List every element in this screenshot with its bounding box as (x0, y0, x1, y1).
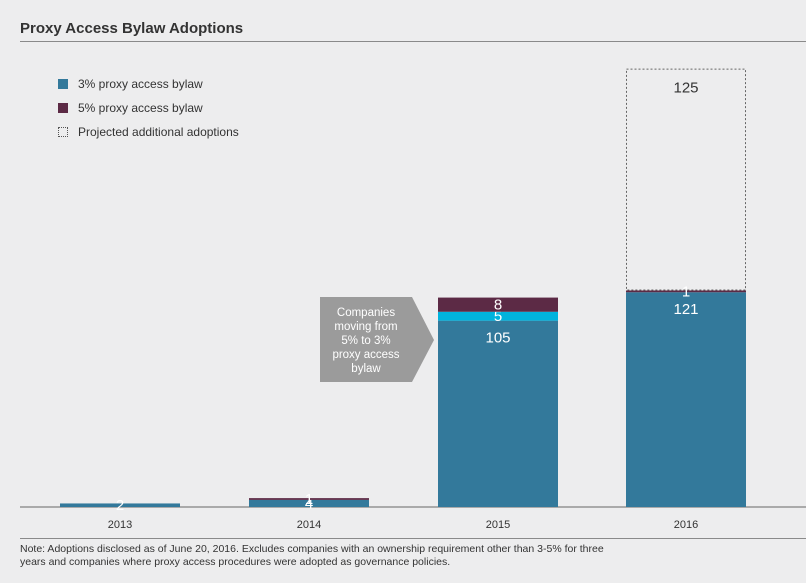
data-label-three_pct-2014: 4 (305, 495, 313, 512)
legend-swatch-5pct (58, 103, 68, 113)
callout-text-line: proxy access (332, 349, 399, 361)
bar-chart: 2201341201410558201512111252016Companies… (20, 68, 806, 531)
callout-text-line: 5% to 3% (341, 335, 390, 347)
chart-title: Proxy Access Bylaw Adoptions (20, 20, 244, 37)
x-tick-label-2016: 2016 (674, 519, 698, 531)
x-tick-label-2014: 2014 (297, 519, 321, 531)
x-tick-label-2013: 2013 (108, 519, 132, 531)
bar-moving-2015 (438, 311, 558, 321)
callout-text-line: Companies (337, 307, 395, 319)
data-label-three_pct-2016: 121 (673, 301, 698, 318)
chart-note: Note: Adoptions disclosed as of June 20,… (20, 543, 604, 568)
bar-five_pct-2015 (438, 297, 558, 312)
title-divider (20, 41, 806, 42)
legend-label-3pct: 3% proxy access bylaw (78, 77, 203, 91)
legend-swatch-projected (58, 127, 68, 137)
legend-label-projected: Projected additional adoptions (78, 125, 239, 139)
data-label-five_pct-2014: 1 (305, 491, 313, 508)
callout-text-line: bylaw (351, 363, 381, 375)
legend-item-projected: Projected additional adoptions (58, 120, 239, 144)
legend-swatch-3pct (58, 79, 68, 89)
legend-item-5pct: 5% proxy access bylaw (58, 96, 239, 120)
bar-three_pct-2015 (438, 320, 558, 507)
data-label-five_pct-2016: 1 (682, 283, 690, 300)
legend-label-5pct: 5% proxy access bylaw (78, 101, 203, 115)
bar-projected-2016 (626, 68, 746, 291)
legend: 3% proxy access bylaw 5% proxy access by… (58, 72, 239, 144)
bar-three_pct-2013 (60, 503, 180, 507)
data-label-projected-2016: 125 (673, 80, 698, 97)
callout-arrow (320, 297, 434, 382)
footer-divider (20, 538, 806, 539)
data-label-moving-2015: 5 (494, 308, 502, 325)
data-label-five_pct-2015: 8 (494, 297, 502, 314)
x-tick-label-2015: 2015 (486, 519, 510, 531)
bar-three_pct-2014 (249, 499, 369, 507)
data-label-three_pct-2013: 2 (116, 497, 124, 514)
bar-five_pct-2014 (249, 498, 369, 500)
bar-five_pct-2016 (626, 290, 746, 293)
legend-item-3pct: 3% proxy access bylaw (58, 72, 239, 96)
callout-text-line: moving from (334, 321, 397, 333)
bar-three_pct-2016 (626, 292, 746, 507)
data-label-three_pct-2015: 105 (485, 330, 510, 347)
